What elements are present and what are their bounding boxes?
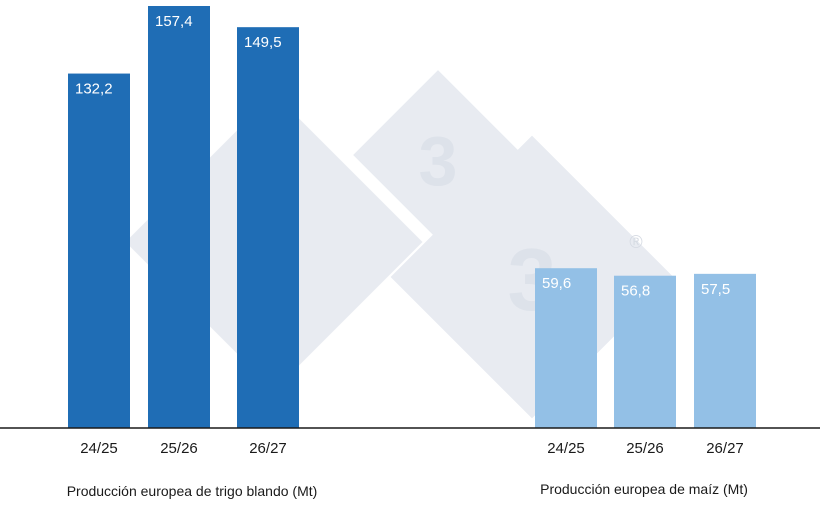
bars-layer: 132,2 157,4 149,5 59,6 56,8 57,5	[68, 6, 756, 429]
tick-labels: 24/25 25/26 26/27 24/25 25/26 26/27	[80, 440, 744, 457]
x-tick-trigo-26-27: 26/27	[249, 440, 287, 457]
x-tick-maiz-25-26: 25/26	[626, 440, 664, 457]
data-label-trigo-26-27: 149,5	[244, 34, 282, 51]
bar-maiz-26-27	[694, 273, 756, 428]
bar-trigo-25-26	[148, 6, 210, 428]
bar-maiz-24-25	[535, 268, 597, 428]
data-label-trigo-24-25: 132,2	[75, 81, 113, 98]
watermark-glyph-2: 3	[419, 122, 458, 200]
caption-trigo: Producción europea de trigo blando (Mt)	[67, 483, 318, 499]
data-label-maiz-24-25: 59,6	[542, 275, 571, 292]
x-tick-maiz-26-27: 26/27	[706, 440, 744, 457]
x-tick-trigo-24-25: 24/25	[80, 440, 118, 457]
data-label-maiz-25-26: 56,8	[621, 283, 650, 300]
caption-maiz: Producción europea de maíz (Mt)	[540, 481, 748, 497]
x-tick-trigo-25-26: 25/26	[160, 440, 198, 457]
data-label-trigo-25-26: 157,4	[155, 13, 193, 30]
bar-trigo-24-25	[68, 73, 130, 428]
x-tick-maiz-24-25: 24/25	[547, 440, 585, 457]
data-label-maiz-26-27: 57,5	[701, 281, 730, 298]
bar-maiz-25-26	[614, 275, 676, 428]
watermark-registered-mark: ®	[629, 232, 642, 252]
bar-trigo-26-27	[237, 27, 299, 429]
